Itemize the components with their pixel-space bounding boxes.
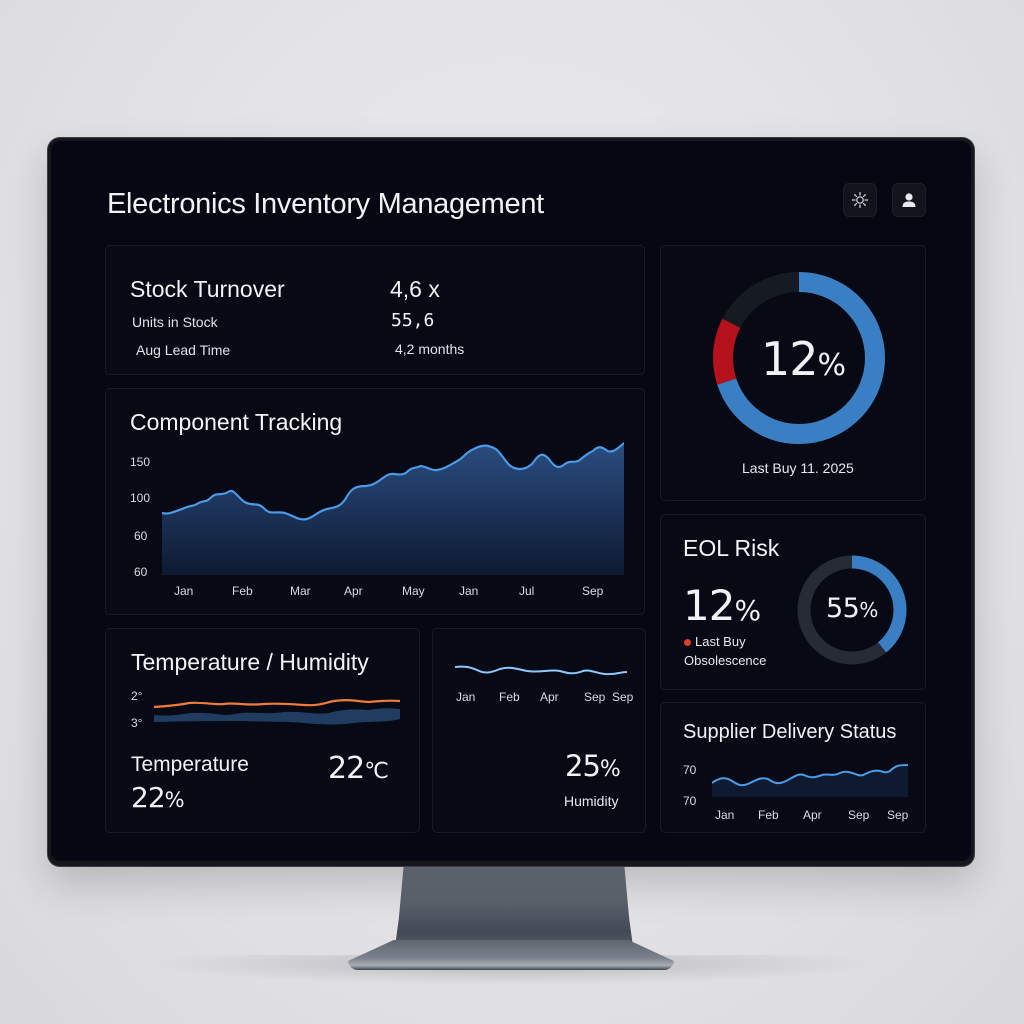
x-tick: Feb xyxy=(232,584,253,598)
last-buy-value: 12 xyxy=(761,332,819,386)
x-tick: May xyxy=(402,584,425,598)
humidity-small-reading: 22% xyxy=(131,781,185,814)
x-tick: Sep xyxy=(848,808,870,822)
x-tick: Jan xyxy=(715,808,735,822)
stock-summary-card: Stock Turnover 4,6 x Units in Stock 55,6… xyxy=(105,245,645,375)
stock-turnover-value: 4,6 x xyxy=(390,276,440,302)
temperature-reading: 22℃ xyxy=(328,751,389,786)
eol-risk-donut-chart xyxy=(797,555,907,665)
supplier-delivery-title: Supplier Delivery Status xyxy=(683,721,897,743)
y-tick: 60 xyxy=(134,529,148,543)
humidity-small-unit: % xyxy=(164,788,185,812)
x-tick: Apr xyxy=(344,584,363,598)
monitor-stand-neck xyxy=(394,866,634,954)
monitor-stand-foot xyxy=(348,940,674,970)
y-tick: 70 xyxy=(683,794,697,808)
eol-donut-percent: 55% xyxy=(826,593,878,624)
monitor-frame: Electronics Inventory Management Stock T… xyxy=(48,138,974,866)
humidity-value: 25 xyxy=(565,749,601,783)
x-tick: Sep xyxy=(887,808,909,822)
last-buy-unit: % xyxy=(817,348,846,383)
y-tick: 60 xyxy=(134,565,148,579)
x-tick: Jan xyxy=(456,690,476,704)
humidity-reading: 25% xyxy=(565,749,621,783)
lead-time-value: 4,2 months xyxy=(395,341,465,357)
y-tick: 3° xyxy=(131,716,143,730)
eol-risk-percent: 12% xyxy=(683,581,761,630)
settings-icon xyxy=(851,191,869,209)
last-buy-donut-chart xyxy=(713,272,885,444)
units-in-stock-value: 55,6 xyxy=(391,310,435,331)
eol-risk-title: EOL Risk xyxy=(683,535,780,561)
temperature-value: 22 xyxy=(328,751,365,786)
y-tick: 100 xyxy=(130,491,151,505)
eol-donut-value: 55 xyxy=(826,593,860,624)
obsolescence-label: Obsolescence xyxy=(684,653,767,668)
humidity-line-chart xyxy=(455,665,627,676)
x-tick: Jan xyxy=(459,584,479,598)
y-tick: 150 xyxy=(130,455,151,469)
settings-button[interactable] xyxy=(843,183,877,217)
temperature-humidity-line-chart xyxy=(154,699,400,725)
temperature-unit: ℃ xyxy=(364,759,389,784)
component-tracking-title: Component Tracking xyxy=(130,409,343,435)
user-profile-button[interactable] xyxy=(892,183,926,217)
last-buy-card: 12% Last Buy 11. 2025 xyxy=(660,245,926,501)
x-tick: Jan xyxy=(174,584,194,598)
page-title: Electronics Inventory Management xyxy=(107,188,544,220)
x-tick: Jul xyxy=(519,584,535,598)
dashboard-screen: Electronics Inventory Management Stock T… xyxy=(51,141,971,861)
supplier-delivery-card: Supplier Delivery Status 70 70 Jan Feb A… xyxy=(660,702,926,833)
y-tick: 70 xyxy=(683,763,697,777)
humidity-label: Humidity xyxy=(564,793,619,809)
eol-risk-card: EOL Risk 12% Last Buy Obsolescence 55% xyxy=(660,514,926,690)
temperature-label: Temperature xyxy=(131,753,249,776)
x-tick: Sep xyxy=(612,690,634,704)
eol-risk-value: 12 xyxy=(683,581,735,630)
last-buy-legend-label: Last Buy xyxy=(695,634,746,649)
x-tick: Apr xyxy=(540,690,559,704)
user-icon xyxy=(902,193,916,207)
temperature-humidity-card: Temperature / Humidity 2° 3° Temperature… xyxy=(105,628,420,833)
x-tick: Sep xyxy=(582,584,604,598)
component-tracking-card: Component Tracking 150 100 60 60 Jan Feb… xyxy=(105,388,645,615)
units-in-stock-label: Units in Stock xyxy=(132,314,218,330)
component-tracking-area-chart xyxy=(162,442,624,575)
humidity-card: Jan Feb Apr Sep Sep 25% Humidity xyxy=(432,628,646,833)
humidity-small-value: 22 xyxy=(131,781,166,814)
x-tick: Apr xyxy=(803,808,822,822)
eol-donut-unit: % xyxy=(859,598,878,622)
x-tick: Mar xyxy=(290,584,311,598)
x-tick: Sep xyxy=(584,690,606,704)
temperature-humidity-title: Temperature / Humidity xyxy=(131,649,369,675)
humidity-unit: % xyxy=(599,757,621,782)
eol-risk-unit: % xyxy=(734,594,761,627)
last-buy-caption: Last Buy 11. 2025 xyxy=(742,460,854,476)
supplier-delivery-area-chart xyxy=(712,764,908,797)
last-buy-percent: 12% xyxy=(761,332,846,386)
y-tick: 2° xyxy=(131,689,143,703)
last-buy-legend-dot xyxy=(684,639,691,646)
x-tick: Feb xyxy=(499,690,520,704)
lead-time-label: Aug Lead Time xyxy=(136,342,231,358)
x-tick: Feb xyxy=(758,808,779,822)
stock-turnover-label: Stock Turnover xyxy=(130,276,285,302)
